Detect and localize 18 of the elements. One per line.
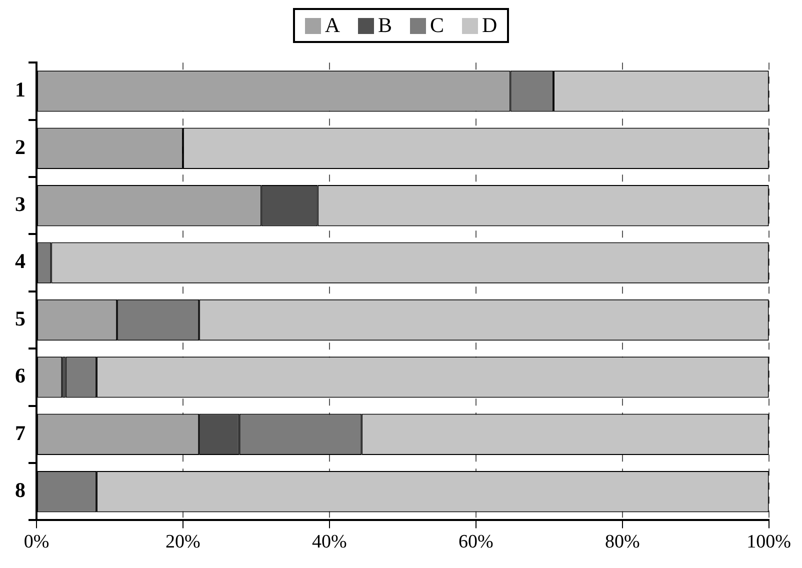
- y-tick-label: 3: [15, 192, 26, 216]
- y-tick-label: 6: [15, 364, 26, 388]
- y-tick-label: 2: [15, 134, 26, 159]
- y-tick-label: 1: [15, 78, 26, 102]
- legend-label: C: [430, 13, 444, 38]
- y-tick-label: 4: [15, 249, 26, 274]
- legend-label: A: [324, 13, 340, 38]
- legend-label: D: [482, 13, 498, 38]
- legend-label: B: [378, 13, 392, 38]
- x-tick-label: 100%: [746, 532, 792, 553]
- x-tick-label: 80%: [604, 532, 640, 553]
- y-tick-label: 8: [15, 478, 26, 502]
- y-tick-label: 5: [15, 306, 26, 330]
- x-tick-label: 60%: [458, 532, 494, 553]
- y-tick-label: 7: [15, 420, 26, 445]
- x-tick-label: 40%: [312, 532, 348, 553]
- x-tick-label: 20%: [166, 532, 201, 553]
- x-tick-label: 0%: [24, 532, 50, 553]
